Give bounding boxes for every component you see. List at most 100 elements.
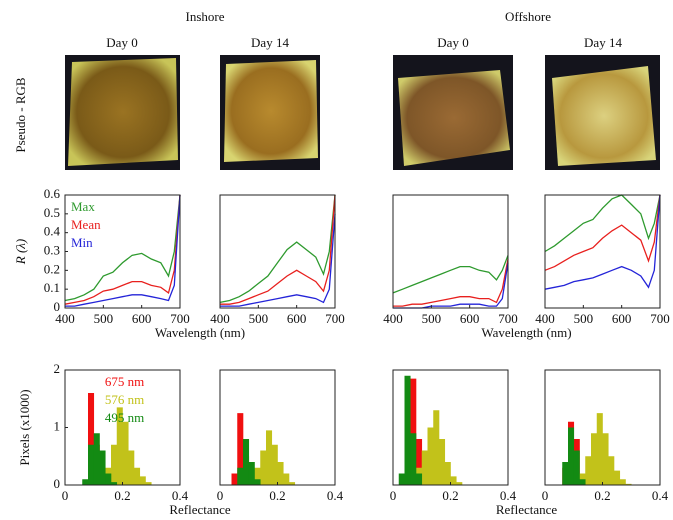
figure: Inshore Offshore Day 0 Day 14 Day 0 Day … bbox=[0, 0, 673, 520]
y-tick-label: 0.5 bbox=[44, 205, 60, 220]
sample-photo bbox=[398, 70, 510, 166]
x-tick-label: 500 bbox=[574, 311, 594, 326]
y-tick-label: 0.3 bbox=[44, 242, 60, 257]
hist-bar bbox=[134, 468, 140, 485]
y-tick-label: 0.2 bbox=[44, 261, 60, 276]
x-tick-label: 0.4 bbox=[172, 488, 189, 503]
line-series bbox=[545, 195, 660, 270]
hist-bar bbox=[88, 445, 94, 485]
y-tick-label: 0 bbox=[54, 299, 61, 314]
group-label: Inshore bbox=[186, 9, 225, 24]
y-tick-label: 0.1 bbox=[44, 280, 60, 295]
legend-entry: 495 nm bbox=[105, 410, 144, 425]
hist-bar bbox=[620, 479, 626, 485]
hist-bar bbox=[105, 474, 111, 486]
column-label: Day 0 bbox=[106, 35, 137, 50]
x-tick-label: 700 bbox=[650, 311, 670, 326]
y-tick-label: 0.4 bbox=[44, 224, 61, 239]
hist-bar bbox=[445, 462, 451, 485]
legend-entry: Min bbox=[71, 235, 93, 250]
hist-bar bbox=[255, 479, 261, 485]
hist-bar bbox=[562, 462, 568, 485]
line-series bbox=[545, 195, 660, 252]
x-tick-label: 0 bbox=[390, 488, 397, 503]
x-tick-label: 0.2 bbox=[114, 488, 130, 503]
legend-entry: 675 nm bbox=[105, 374, 144, 389]
column-label: Day 14 bbox=[584, 35, 622, 50]
y-tick-label: 1 bbox=[54, 418, 61, 433]
hist-bar bbox=[94, 433, 100, 485]
hist-bar bbox=[597, 413, 603, 485]
hist-bar bbox=[249, 462, 255, 485]
legend-entry: Max bbox=[71, 199, 95, 214]
hist-bar bbox=[410, 433, 416, 485]
group-label: Offshore bbox=[505, 9, 551, 24]
hist-bar bbox=[574, 451, 580, 486]
line-series bbox=[393, 263, 508, 308]
sample-photo bbox=[68, 58, 178, 166]
x-tick-label: 0.2 bbox=[269, 488, 285, 503]
x-tick-label: 600 bbox=[460, 311, 480, 326]
hist-bar bbox=[283, 474, 289, 486]
hist-bar bbox=[433, 410, 439, 485]
x-tick-label: 0.2 bbox=[594, 488, 610, 503]
hist-bar bbox=[451, 476, 457, 485]
legend-entry: Mean bbox=[71, 217, 101, 232]
hist-bar bbox=[603, 433, 609, 485]
x-tick-label: 700 bbox=[325, 311, 345, 326]
x-tick-label: 0 bbox=[542, 488, 549, 503]
hist-bar bbox=[422, 451, 428, 486]
x-tick-label: 500 bbox=[422, 311, 442, 326]
hist-bar bbox=[399, 474, 405, 486]
hist-bar bbox=[416, 474, 422, 486]
x-tick-label: 0 bbox=[217, 488, 224, 503]
hist-bar bbox=[591, 433, 597, 485]
hist-bar bbox=[272, 445, 278, 485]
x-tick-label: 400 bbox=[383, 311, 403, 326]
hist-bar bbox=[260, 451, 266, 486]
hist-bar bbox=[278, 462, 284, 485]
hist-bar bbox=[266, 430, 272, 485]
x-tick-label: 0.4 bbox=[327, 488, 344, 503]
hist-bar bbox=[580, 479, 586, 485]
hist-bar bbox=[243, 439, 249, 485]
x-tick-label: 0.4 bbox=[652, 488, 669, 503]
line-series bbox=[393, 255, 508, 293]
x-tick-label: 700 bbox=[170, 311, 190, 326]
hist-bar bbox=[128, 451, 134, 486]
hist-bar bbox=[585, 456, 591, 485]
x-axis-label: Wavelength (nm) bbox=[155, 325, 245, 340]
x-tick-label: 500 bbox=[94, 311, 114, 326]
x-tick-label: 600 bbox=[287, 311, 307, 326]
column-label: Day 14 bbox=[251, 35, 289, 50]
hist-bar bbox=[232, 474, 238, 486]
hist-bar bbox=[82, 479, 88, 485]
hist-bar bbox=[111, 445, 117, 485]
x-axis-label: Reflectance bbox=[496, 502, 558, 517]
hist-bar bbox=[428, 428, 434, 486]
column-label: Day 0 bbox=[437, 35, 468, 50]
x-axis-label: Wavelength (nm) bbox=[481, 325, 571, 340]
line-series bbox=[220, 195, 335, 304]
x-tick-label: 0.4 bbox=[500, 488, 517, 503]
y-tick-label: 0.6 bbox=[44, 186, 61, 201]
hist-bar bbox=[405, 376, 411, 485]
hist-bar bbox=[123, 422, 129, 485]
hist-bar bbox=[140, 476, 146, 485]
axes-frame bbox=[393, 195, 508, 308]
legend-entry: 576 nm bbox=[105, 392, 144, 407]
y-tick-label: 0 bbox=[54, 476, 61, 491]
axes-frame bbox=[220, 195, 335, 308]
x-tick-label: 0.2 bbox=[442, 488, 458, 503]
hist-bar bbox=[568, 428, 574, 486]
sample-photo bbox=[552, 66, 656, 166]
hist-bar bbox=[608, 456, 614, 485]
x-axis-label: Reflectance bbox=[169, 502, 231, 517]
x-tick-label: 500 bbox=[249, 311, 269, 326]
hist-bar bbox=[614, 471, 620, 485]
x-tick-label: 400 bbox=[210, 311, 230, 326]
x-tick-label: 600 bbox=[132, 311, 152, 326]
line-series bbox=[393, 259, 508, 306]
hist-bar bbox=[100, 451, 106, 486]
x-tick-label: 0 bbox=[62, 488, 69, 503]
